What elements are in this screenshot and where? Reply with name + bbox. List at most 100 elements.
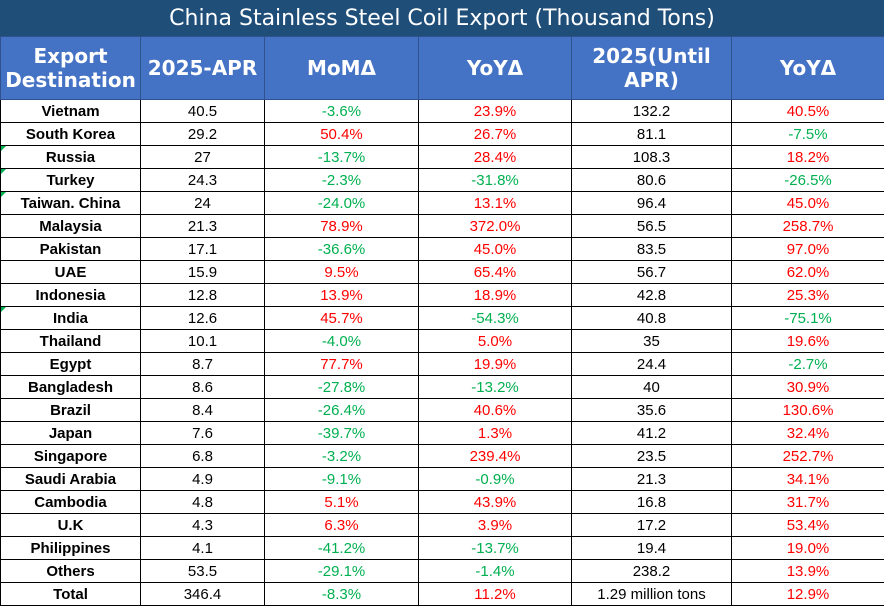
- ytd-yoy-cell: 19.6%: [731, 329, 884, 353]
- table-row: Others 53.5 -29.1% -1.4% 238.2 13.9%: [0, 559, 884, 583]
- yoy-cell: -54.3%: [418, 306, 572, 330]
- destination-cell: Japan: [0, 421, 141, 445]
- ytd-cell: 1.29 million tons: [571, 582, 732, 606]
- ytd-cell: 96.4: [571, 191, 732, 215]
- mom-cell: 77.7%: [264, 352, 419, 376]
- ytd-cell: 19.4: [571, 536, 732, 560]
- mom-cell: -4.0%: [264, 329, 419, 353]
- ytd-cell: 35.6: [571, 398, 732, 422]
- yoy-cell: 3.9%: [418, 513, 572, 537]
- yoy-cell: 26.7%: [418, 122, 572, 146]
- ytd-cell: 24.4: [571, 352, 732, 376]
- ytd-yoy-cell: 30.9%: [731, 375, 884, 399]
- mom-cell: -27.8%: [264, 375, 419, 399]
- ytd-cell: 83.5: [571, 237, 732, 261]
- mom-cell: 5.1%: [264, 490, 419, 514]
- apr-cell: 8.7: [140, 352, 265, 376]
- apr-cell: 8.4: [140, 398, 265, 422]
- table-row: Turkey 24.3 -2.3% -31.8% 80.6 -26.5%: [0, 168, 884, 192]
- destination-cell: Pakistan: [0, 237, 141, 261]
- ytd-cell: 21.3: [571, 467, 732, 491]
- yoy-cell: 11.2%: [418, 582, 572, 606]
- table-row: South Korea 29.2 50.4% 26.7% 81.1 -7.5%: [0, 122, 884, 146]
- table-row: Russia 27 -13.7% 28.4% 108.3 18.2%: [0, 145, 884, 169]
- mom-cell: -24.0%: [264, 191, 419, 215]
- ytd-cell: 16.8: [571, 490, 732, 514]
- header-mom: MoMΔ: [264, 36, 419, 100]
- mom-cell: -39.7%: [264, 421, 419, 445]
- mom-cell: -36.6%: [264, 237, 419, 261]
- table-title: China Stainless Steel Coil Export (Thous…: [0, 0, 884, 37]
- table-row: U.K 4.3 6.3% 3.9% 17.2 53.4%: [0, 513, 884, 537]
- header-row: Export Destination 2025-APR MoMΔ YoYΔ 20…: [0, 36, 884, 100]
- ytd-yoy-cell: 130.6%: [731, 398, 884, 422]
- apr-cell: 24: [140, 191, 265, 215]
- destination-cell: Thailand: [0, 329, 141, 353]
- table-row: Malaysia 21.3 78.9% 372.0% 56.5 258.7%: [0, 214, 884, 238]
- ytd-yoy-cell: 34.1%: [731, 467, 884, 491]
- destination-cell: Russia: [0, 145, 141, 169]
- table-row: Japan 7.6 -39.7% 1.3% 41.2 32.4%: [0, 421, 884, 445]
- apr-cell: 4.1: [140, 536, 265, 560]
- ytd-cell: 132.2: [571, 99, 732, 123]
- export-table: Export Destination 2025-APR MoMΔ YoYΔ 20…: [0, 36, 884, 606]
- ytd-yoy-cell: 45.0%: [731, 191, 884, 215]
- table-row: Pakistan 17.1 -36.6% 45.0% 83.5 97.0%: [0, 237, 884, 261]
- table-row: Philippines 4.1 -41.2% -13.7% 19.4 19.0%: [0, 536, 884, 560]
- table-row: Singapore 6.8 -3.2% 239.4% 23.5 252.7%: [0, 444, 884, 468]
- ytd-cell: 23.5: [571, 444, 732, 468]
- table-row: Egypt 8.7 77.7% 19.9% 24.4 -2.7%: [0, 352, 884, 376]
- yoy-cell: 19.9%: [418, 352, 572, 376]
- ytd-yoy-cell: 40.5%: [731, 99, 884, 123]
- mom-cell: -3.2%: [264, 444, 419, 468]
- ytd-yoy-cell: 53.4%: [731, 513, 884, 537]
- yoy-cell: 45.0%: [418, 237, 572, 261]
- destination-cell: Saudi Arabia: [0, 467, 141, 491]
- yoy-cell: -1.4%: [418, 559, 572, 583]
- destination-cell: Taiwan. China: [0, 191, 141, 215]
- destination-cell: U.K: [0, 513, 141, 537]
- destination-cell: Malaysia: [0, 214, 141, 238]
- yoy-cell: 40.6%: [418, 398, 572, 422]
- apr-cell: 4.8: [140, 490, 265, 514]
- ytd-yoy-cell: -75.1%: [731, 306, 884, 330]
- ytd-cell: 35: [571, 329, 732, 353]
- destination-cell: Total: [0, 582, 141, 606]
- ytd-yoy-cell: 62.0%: [731, 260, 884, 284]
- mom-cell: 6.3%: [264, 513, 419, 537]
- apr-cell: 4.3: [140, 513, 265, 537]
- table-row: UAE 15.9 9.5% 65.4% 56.7 62.0%: [0, 260, 884, 284]
- destination-cell: South Korea: [0, 122, 141, 146]
- ytd-cell: 17.2: [571, 513, 732, 537]
- destination-cell: UAE: [0, 260, 141, 284]
- destination-cell: Cambodia: [0, 490, 141, 514]
- ytd-cell: 108.3: [571, 145, 732, 169]
- ytd-yoy-cell: -7.5%: [731, 122, 884, 146]
- ytd-yoy-cell: 25.3%: [731, 283, 884, 307]
- mom-cell: -29.1%: [264, 559, 419, 583]
- yoy-cell: -31.8%: [418, 168, 572, 192]
- ytd-cell: 81.1: [571, 122, 732, 146]
- yoy-cell: 65.4%: [418, 260, 572, 284]
- apr-cell: 7.6: [140, 421, 265, 445]
- mom-cell: -8.3%: [264, 582, 419, 606]
- apr-cell: 40.5: [140, 99, 265, 123]
- ytd-cell: 80.6: [571, 168, 732, 192]
- ytd-yoy-cell: 31.7%: [731, 490, 884, 514]
- header-apr: 2025-APR: [140, 36, 265, 100]
- destination-cell: Vietnam: [0, 99, 141, 123]
- table-row: Brazil 8.4 -26.4% 40.6% 35.6 130.6%: [0, 398, 884, 422]
- destination-cell: Turkey: [0, 168, 141, 192]
- yoy-cell: -13.2%: [418, 375, 572, 399]
- ytd-cell: 40.8: [571, 306, 732, 330]
- apr-cell: 12.6: [140, 306, 265, 330]
- mom-cell: -3.6%: [264, 99, 419, 123]
- yoy-cell: 5.0%: [418, 329, 572, 353]
- ytd-yoy-cell: 252.7%: [731, 444, 884, 468]
- mom-cell: -13.7%: [264, 145, 419, 169]
- header-yoy: YoYΔ: [418, 36, 572, 100]
- ytd-yoy-cell: 18.2%: [731, 145, 884, 169]
- destination-cell: Others: [0, 559, 141, 583]
- table-row: Cambodia 4.8 5.1% 43.9% 16.8 31.7%: [0, 490, 884, 514]
